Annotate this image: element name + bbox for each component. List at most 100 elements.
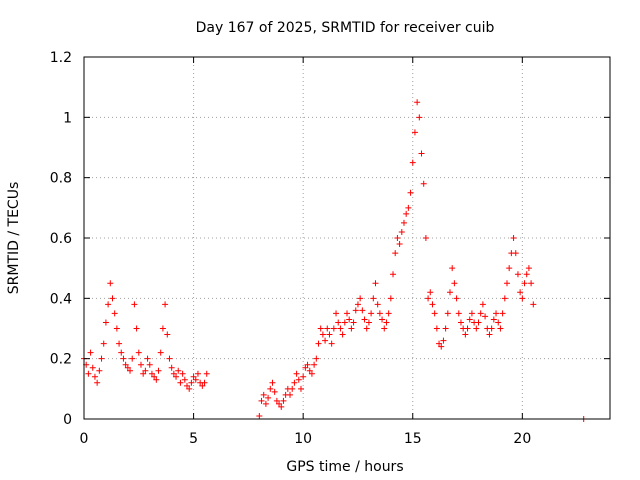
x-tick-label: 5 [189, 431, 198, 447]
data-point [344, 310, 350, 317]
data-point [170, 370, 177, 377]
data-point [319, 331, 326, 338]
data-point [116, 340, 123, 347]
data-point [127, 367, 134, 374]
data-point [148, 370, 155, 377]
data-point [85, 370, 92, 377]
data-point [403, 210, 410, 217]
data-point [488, 325, 495, 332]
data-point [339, 331, 346, 338]
data-point [140, 370, 147, 377]
data-point [392, 250, 399, 257]
data-point [267, 385, 274, 392]
chart-title: Day 167 of 2025, SRMTID for receiver cui… [196, 20, 495, 36]
data-point [269, 379, 276, 386]
y-tick-label: 1 [63, 110, 72, 126]
data-point [497, 325, 504, 332]
x-tick-label: 0 [80, 431, 89, 447]
data-point [306, 367, 313, 374]
data-point [379, 316, 386, 323]
data-point [271, 388, 278, 395]
data-point [357, 295, 364, 302]
data-point [482, 313, 489, 320]
data-point [304, 361, 311, 368]
data-point [287, 391, 294, 398]
data-point [350, 319, 357, 326]
data-point [124, 364, 131, 371]
data-point [429, 301, 436, 308]
data-point [105, 301, 112, 308]
data-point [363, 325, 370, 332]
data-point [381, 325, 388, 332]
x-tick-label: 10 [294, 431, 312, 447]
data-point [144, 355, 151, 362]
data-point [365, 319, 372, 326]
data-point [120, 355, 127, 362]
data-points [81, 99, 587, 422]
x-axis-label: GPS time / hours [286, 459, 403, 475]
data-point [455, 310, 462, 317]
data-point [525, 265, 532, 272]
data-point [394, 235, 401, 241]
data-point [468, 310, 475, 317]
data-point [361, 316, 368, 323]
y-tick-label: 0 [63, 412, 72, 428]
data-point [291, 379, 298, 386]
data-point [442, 325, 449, 332]
y-tick-label: 0.2 [50, 352, 72, 368]
data-point [418, 150, 425, 157]
data-point [308, 370, 315, 377]
data-point [91, 373, 98, 380]
data-point [186, 385, 193, 392]
data-point [330, 325, 337, 332]
data-point [506, 265, 513, 272]
y-tick-label: 1.2 [50, 50, 72, 66]
data-point [315, 340, 322, 347]
data-point [295, 376, 302, 383]
data-point [335, 319, 342, 326]
data-point [175, 367, 182, 374]
data-point [359, 307, 366, 314]
data-point [278, 403, 285, 410]
data-point [276, 400, 283, 407]
data-point [462, 331, 469, 338]
data-point [510, 235, 517, 241]
data-point [107, 280, 114, 287]
data-point [109, 295, 116, 302]
data-point [346, 316, 353, 323]
data-point [102, 319, 109, 326]
data-point [411, 129, 418, 136]
data-point [383, 319, 390, 326]
data-point [390, 271, 397, 278]
data-point [407, 189, 414, 196]
data-point [137, 361, 144, 368]
data-point [273, 397, 280, 404]
data-point [493, 310, 500, 317]
y-tick-label: 0.8 [50, 171, 72, 187]
data-point [326, 331, 333, 338]
data-point [159, 325, 166, 332]
data-point [142, 367, 149, 374]
data-point [490, 316, 497, 323]
data-point [203, 370, 210, 377]
data-point [155, 367, 162, 374]
data-point [113, 325, 120, 332]
data-point [192, 376, 199, 383]
data-point [499, 310, 506, 317]
data-point [352, 307, 359, 314]
data-point [512, 250, 519, 257]
data-point [400, 219, 407, 226]
data-point [444, 310, 451, 317]
data-point [324, 325, 331, 332]
data-point [398, 228, 405, 235]
data-point [333, 310, 340, 317]
data-point [300, 373, 307, 380]
data-point [477, 310, 484, 317]
data-point [387, 295, 394, 302]
data-point [416, 114, 423, 121]
data-point [297, 385, 304, 392]
data-point [194, 370, 201, 377]
data-point [313, 355, 320, 362]
